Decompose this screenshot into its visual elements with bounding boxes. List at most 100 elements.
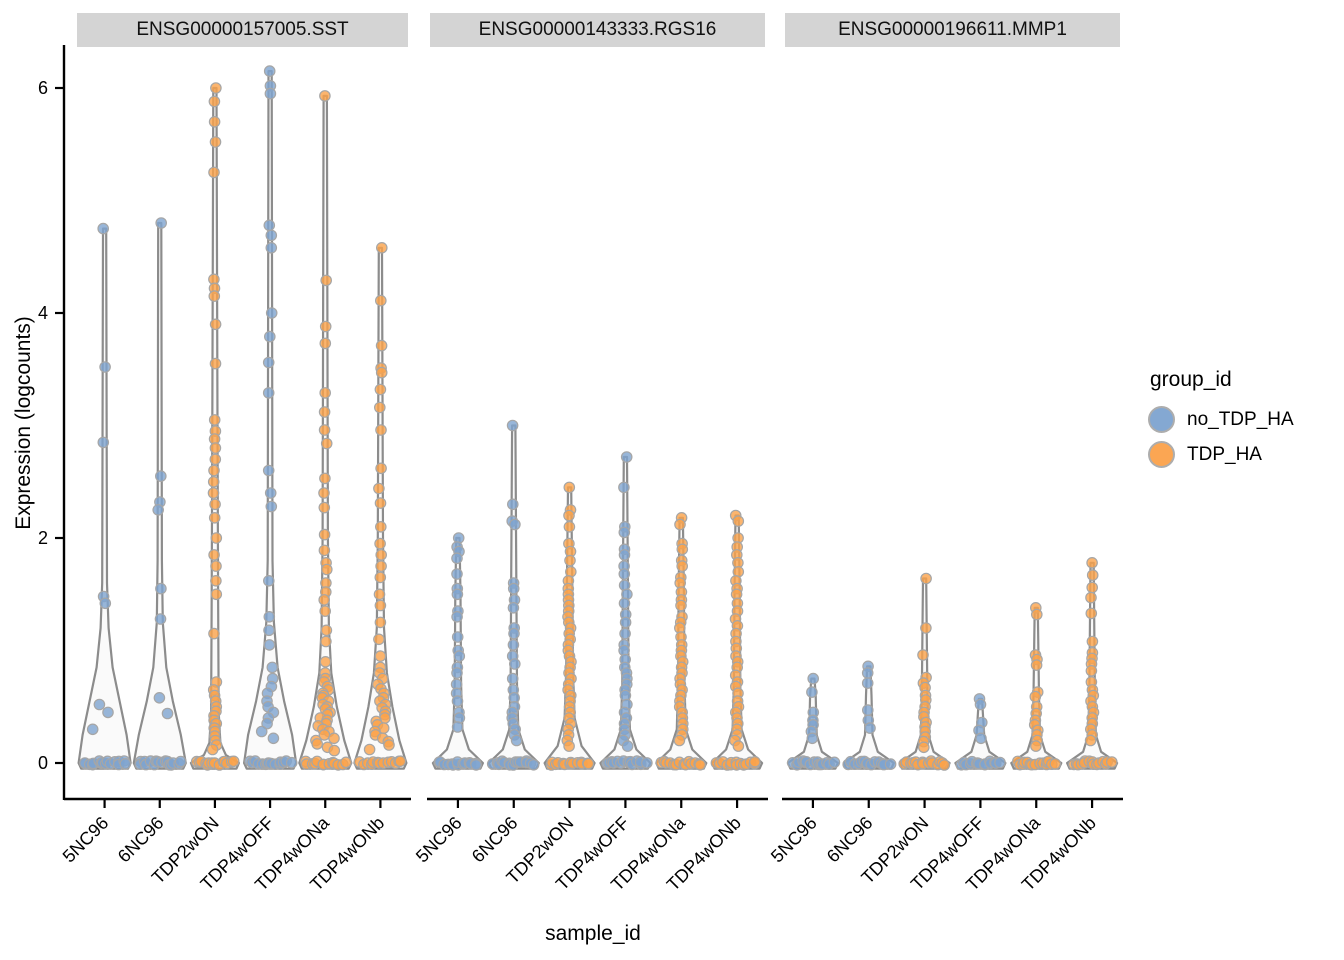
data-point (311, 738, 323, 750)
data-point (563, 740, 575, 752)
data-point (319, 655, 332, 668)
data-point (1086, 581, 1098, 594)
data-point (264, 87, 277, 100)
data-point (99, 361, 111, 373)
data-point (263, 624, 275, 637)
data-point (319, 320, 332, 333)
data-point (209, 453, 222, 466)
data-point (621, 740, 634, 752)
data-point (208, 166, 220, 179)
data-point (208, 414, 221, 426)
legend-item-label: TDP_HA (1187, 443, 1262, 465)
data-point (319, 387, 331, 399)
data-point (265, 229, 278, 242)
data-point (618, 526, 631, 539)
data-point (1085, 664, 1098, 677)
data-point (265, 242, 278, 254)
x-tick-label: 6NC96 (468, 813, 522, 867)
facet-strip-rgs16: ENSG00000143333.RGS16 (430, 13, 765, 47)
data-point (527, 758, 540, 771)
data-point (97, 222, 109, 235)
data-point (618, 597, 631, 610)
data-point (375, 339, 388, 352)
data-point (732, 515, 745, 527)
data-point (319, 337, 332, 350)
data-point (582, 757, 595, 770)
data-point (975, 732, 987, 745)
data-point (374, 294, 387, 307)
data-point (375, 242, 388, 254)
data-point (318, 501, 331, 514)
data-point (828, 756, 841, 769)
data-point (210, 532, 223, 544)
data-point (261, 717, 273, 730)
data-point (506, 498, 519, 511)
data-point (507, 601, 520, 614)
data-point (119, 757, 132, 770)
data-point (884, 758, 897, 770)
data-point (563, 481, 576, 494)
data-point (674, 518, 686, 531)
data-point (263, 65, 276, 77)
legend-title: group_id (1150, 368, 1232, 391)
data-point (263, 219, 276, 232)
x-tick-label: 5NC96 (767, 813, 821, 867)
data-point (619, 616, 632, 629)
data-point (375, 549, 387, 561)
data-point (318, 424, 331, 436)
data-point (451, 552, 463, 565)
data-point (86, 723, 99, 736)
facet-strip-sst: ENSG00000157005.SST (77, 13, 408, 47)
data-point (155, 217, 167, 229)
data-point (864, 722, 876, 734)
data-point (394, 755, 407, 767)
data-point (318, 406, 331, 418)
data-point (97, 436, 110, 449)
data-point (619, 627, 631, 640)
data-point (453, 650, 466, 662)
data-point (451, 610, 463, 623)
data-point (676, 560, 688, 572)
data-point (1086, 569, 1099, 581)
data-point (508, 627, 520, 640)
data-point (374, 537, 386, 550)
data-point (320, 563, 333, 576)
data-point (383, 739, 395, 751)
data-point (1084, 734, 1097, 747)
data-point (266, 661, 279, 674)
data-point (363, 743, 376, 756)
data-point (319, 90, 331, 102)
data-point (155, 470, 167, 482)
data-point (319, 472, 331, 485)
data-point (1049, 758, 1062, 770)
data-point (320, 437, 333, 450)
data-point (328, 732, 340, 745)
data-point (641, 757, 653, 769)
data-point (255, 725, 268, 738)
data-point (153, 691, 166, 704)
data-point (264, 487, 277, 499)
data-point (470, 759, 482, 771)
data-point (675, 599, 687, 612)
data-point (1086, 556, 1098, 569)
violin-5NC96 (77, 227, 132, 770)
data-point (994, 756, 1006, 769)
data-point (209, 136, 222, 148)
x-axis-title: sample_id (545, 922, 641, 945)
data-point (563, 509, 575, 522)
data-point (451, 667, 463, 679)
data-point (373, 482, 385, 495)
data-point (152, 504, 164, 516)
data-point (806, 686, 818, 698)
data-point (861, 677, 874, 689)
data-point (262, 464, 275, 477)
data-point (451, 568, 463, 580)
data-point (1106, 756, 1118, 768)
data-point (320, 635, 332, 648)
data-point (861, 667, 874, 679)
data-point (267, 732, 280, 745)
data-point (938, 759, 951, 771)
data-point (374, 571, 387, 584)
data-point (861, 704, 874, 716)
data-point (1030, 659, 1043, 671)
